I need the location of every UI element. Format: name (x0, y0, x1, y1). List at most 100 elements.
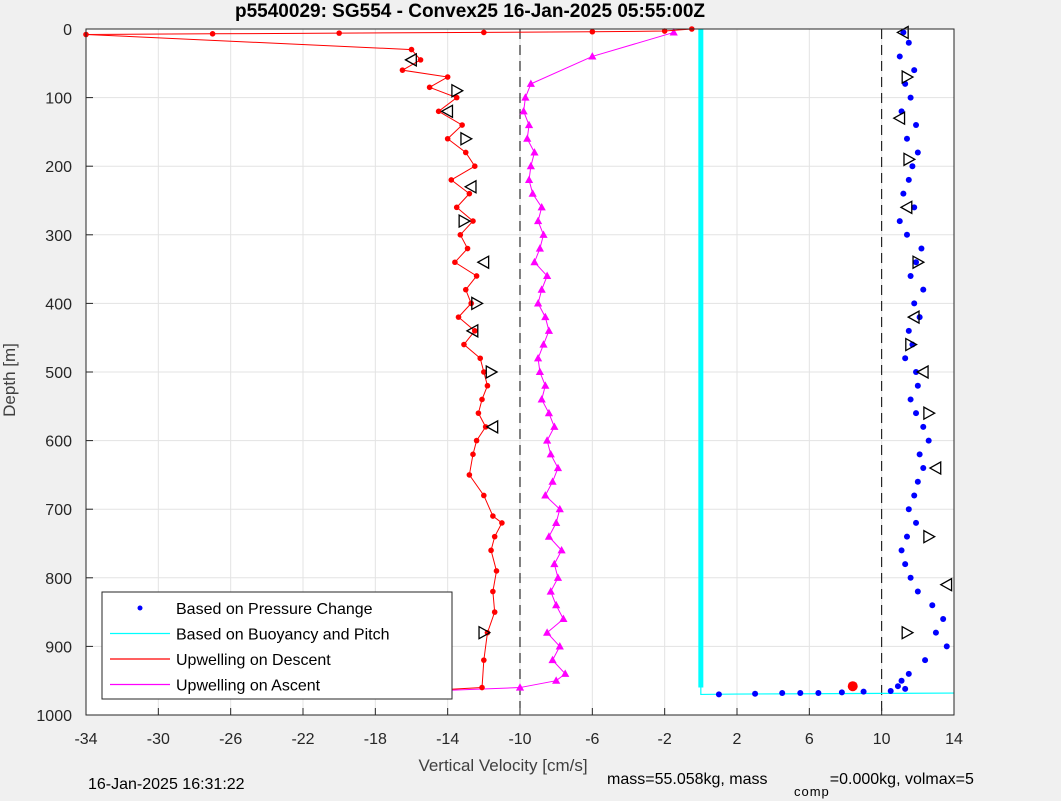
descent-point (399, 67, 406, 73)
pressure-point (896, 53, 903, 60)
descent-triangle-marker (451, 83, 465, 98)
y-tick-label: 900 (45, 639, 72, 656)
descent-triangle-marker (476, 255, 490, 270)
descent-point (448, 177, 455, 183)
descent-triangle-marker (465, 323, 479, 338)
y-tick-label: 800 (45, 571, 72, 588)
mass-text: mass=55.058kg, mass (607, 771, 768, 788)
y-tick-label: 1000 (36, 708, 72, 725)
x-axis-label: Vertical Velocity [cm/s] (418, 756, 587, 775)
pressure-triangle-marker (901, 625, 915, 640)
descent-triangle-marker (485, 419, 499, 434)
pressure-point (797, 690, 804, 697)
legend-box (101, 591, 453, 700)
pressure-point (902, 355, 909, 362)
mass-comp-subscript: comp (793, 784, 830, 799)
descent-triangle-marker (440, 104, 454, 119)
pressure-triangle-marker (939, 577, 953, 592)
pressure-triangle-marker (923, 406, 937, 421)
ascent-point (553, 463, 563, 472)
pressure-point (905, 670, 912, 677)
pressure-point (905, 327, 912, 334)
legend-label: Based on Buoyancy and Pitch (176, 627, 389, 644)
ascent-point (552, 676, 561, 684)
y-tick-label: 0 (63, 22, 72, 39)
descent-point (466, 190, 473, 197)
axis-ticks: -34 -30 -26 -22 -18 -14 -10 -6 -2 2 6 10 14010020030… (36, 22, 963, 748)
pressure-point (932, 629, 939, 636)
pressure-point (913, 259, 920, 266)
pressure-point (916, 451, 923, 458)
descent-point (491, 609, 498, 615)
descent-point (466, 472, 473, 478)
ascent-point (528, 189, 537, 197)
ascent-point (669, 28, 678, 36)
ascent-point (544, 408, 554, 417)
chart-title: p5540029: SG554 - Convex25 16-Jan-2025 0… (235, 1, 705, 22)
ascent-point (539, 340, 548, 348)
descent-point (481, 369, 487, 375)
ascent-point (519, 106, 528, 115)
ascent-point (546, 587, 555, 595)
pressure-point (914, 588, 921, 595)
ascent-point (515, 683, 525, 691)
descent-point (470, 451, 476, 458)
ascent-point (533, 299, 543, 307)
ascent-point (544, 326, 554, 334)
descent-point (464, 245, 471, 252)
pressure-point (903, 135, 910, 142)
pressure-point (903, 533, 910, 540)
footer-timestamp: 16-Jan-2025 16:31:22 (88, 776, 245, 793)
descent-point (490, 513, 496, 519)
pressure-point (940, 615, 947, 622)
ascent-point (535, 244, 544, 252)
pressure-point (898, 677, 905, 684)
y-tick-label: 100 (45, 91, 72, 108)
descent-point (491, 533, 498, 540)
descent-triangle-marker (471, 296, 484, 311)
pressure-triangle-marker (912, 255, 926, 270)
pressure-point (920, 423, 927, 430)
legend: Based on Pressure Change Based on Buoyanc… (101, 591, 453, 700)
series-layer (83, 25, 955, 698)
x-tick-label: -18 (364, 731, 387, 748)
descent-point (493, 568, 500, 574)
pressure-point (905, 506, 912, 513)
descent-point (444, 74, 451, 80)
ascent-point (557, 546, 566, 554)
ascent-point (526, 161, 535, 170)
descent-triangle-marker (478, 625, 492, 640)
pressure-point (913, 410, 920, 417)
y-axis-label: Depth [m] (0, 343, 19, 417)
x-tick-label: -34 (74, 731, 97, 748)
ascent-point (541, 312, 550, 321)
pressure-point (815, 690, 822, 697)
descent-point (484, 382, 491, 389)
pressure-point (903, 231, 910, 238)
descent-point (470, 218, 476, 224)
series-line-upwelling-descent (85, 28, 692, 694)
pressure-point (913, 122, 920, 129)
pressure-triangle-marker (906, 310, 920, 325)
ascent-point (526, 79, 535, 87)
pressure-point (907, 94, 914, 101)
ascent-point (541, 381, 550, 389)
legend-marker-pressure (137, 605, 143, 611)
descent-point (499, 520, 505, 526)
ascent-point (552, 600, 561, 609)
pressure-point (905, 39, 912, 46)
descent-point (462, 286, 469, 293)
descent-point (488, 547, 494, 554)
x-tick-label: -6 (585, 731, 599, 748)
descent-point (408, 46, 415, 53)
descent-point (455, 314, 462, 320)
footer-mass-info: mass=55.058kg, mass comp=0.000kg, volmax… (607, 771, 974, 799)
descent-point (452, 259, 458, 266)
ascent-point (535, 367, 544, 376)
descent-point (477, 355, 484, 362)
x-tick-label: -14 (436, 731, 459, 748)
ascent-point (543, 628, 552, 636)
descent-point (471, 328, 478, 334)
pressure-point (943, 643, 950, 650)
